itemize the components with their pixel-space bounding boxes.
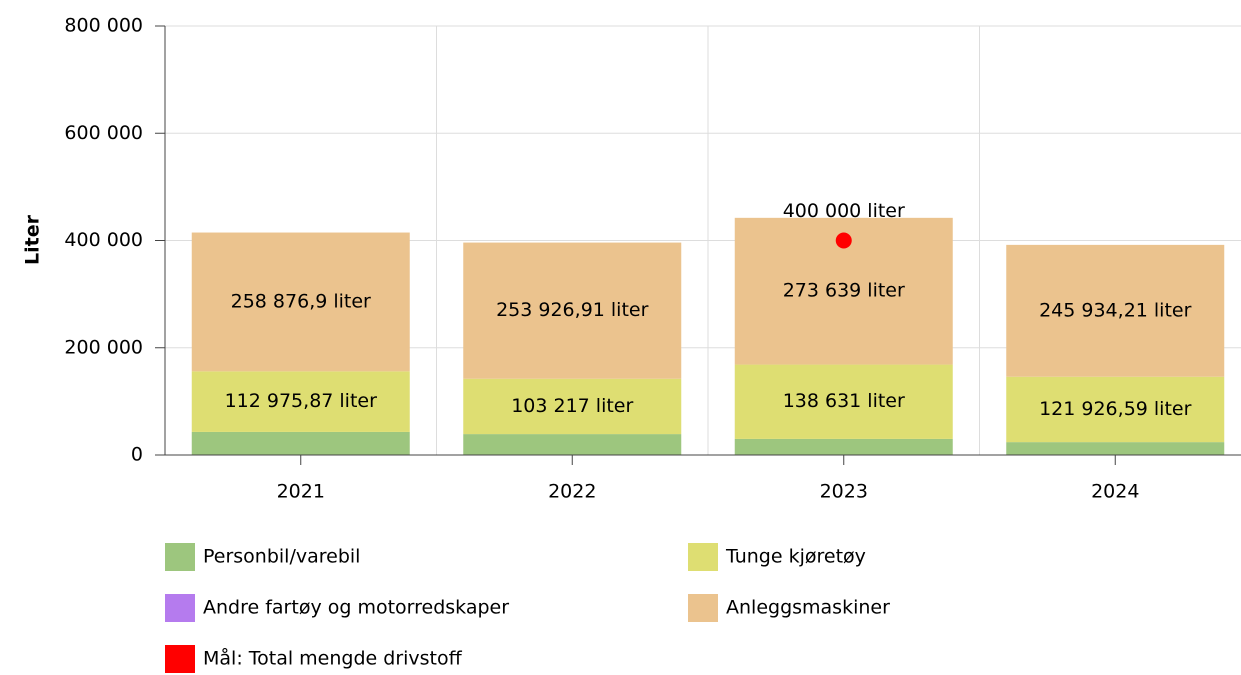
bar-segment	[1006, 376, 1225, 443]
data-label: 273 639 liter	[783, 280, 905, 302]
bar-segment	[734, 364, 953, 439]
x-tick-label: 2021	[277, 481, 325, 503]
legend-label: Anleggsmaskiner	[726, 597, 890, 619]
legend-label: Personbil/varebil	[203, 546, 360, 568]
data-label: 103 217 liter	[511, 395, 633, 417]
legend-label: Tunge kjøretøy	[725, 546, 866, 568]
legend-swatch	[165, 594, 195, 622]
x-tick-label: 2024	[1091, 481, 1139, 503]
data-label: 121 926,59 liter	[1039, 398, 1192, 420]
bar-segment	[463, 378, 682, 435]
y-tick-label: 400 000	[64, 229, 143, 251]
bar-segment	[734, 438, 953, 455]
x-tick-label: 2022	[548, 481, 596, 503]
y-tick-label: 600 000	[64, 122, 143, 144]
target-label: 400 000 liter	[783, 200, 905, 222]
y-tick-label: 800 000	[64, 15, 143, 37]
y-axis-label: Liter	[22, 214, 44, 265]
bar-segment	[1006, 442, 1225, 455]
legend-swatch	[165, 543, 195, 571]
legend-swatch	[688, 594, 718, 622]
bar-segment	[1006, 244, 1225, 377]
bar-segment	[191, 371, 410, 432]
data-label: 253 926,91 liter	[496, 299, 649, 321]
legend-label: Andre fartøy og motorredskaper	[203, 597, 509, 619]
y-tick-label: 0	[131, 444, 143, 466]
data-label: 112 975,87 liter	[225, 390, 378, 412]
data-label: 245 934,21 liter	[1039, 299, 1192, 321]
legend-label: Mål: Total mengde drivstoff	[203, 647, 463, 670]
bar-segment	[463, 434, 682, 455]
target-point	[835, 232, 852, 249]
bar-segment	[463, 242, 682, 379]
bar-segment	[191, 232, 410, 372]
x-tick-label: 2023	[820, 481, 868, 503]
bar-segment	[191, 431, 410, 455]
data-label: 138 631 liter	[783, 390, 905, 412]
legend-swatch	[688, 543, 718, 571]
data-label: 258 876,9 liter	[231, 290, 371, 312]
legend-swatch	[165, 645, 195, 673]
y-tick-label: 200 000	[64, 336, 143, 358]
